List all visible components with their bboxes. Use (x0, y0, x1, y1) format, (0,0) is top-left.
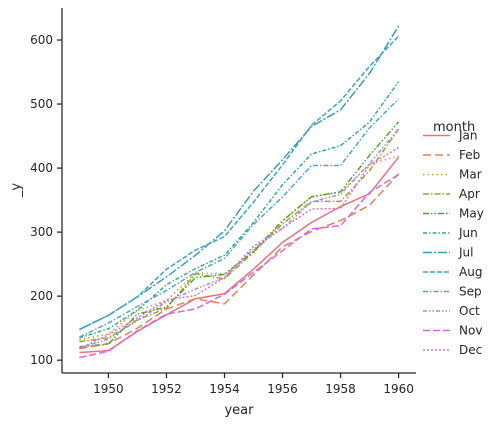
series-line-sep (79, 98, 400, 338)
legend-label: Oct (459, 304, 480, 318)
legend-label: Jan (458, 129, 478, 143)
y-ticks: 100 200 300 400 500 600 (30, 33, 62, 367)
legend-label: Feb (459, 148, 480, 162)
y-tick-label: 400 (30, 161, 53, 175)
legend-title: month (433, 120, 475, 135)
series-line-aug (79, 35, 400, 331)
series-line-dec (79, 146, 399, 350)
legend-label: Dec (459, 343, 482, 357)
legend-label: Sep (459, 285, 482, 299)
y-tick-label: 200 (30, 289, 53, 303)
series-line-jun (79, 81, 400, 339)
legend-label: May (459, 207, 484, 221)
legend-label: Nov (459, 324, 482, 338)
legend-label: Apr (459, 187, 480, 201)
y-tick-label: 300 (30, 225, 53, 239)
series-line-nov (79, 173, 399, 359)
y-tick-label: 600 (30, 33, 53, 47)
x-axis-label: year (224, 403, 254, 418)
series-line-apr (79, 128, 400, 343)
series-line-jan (79, 156, 400, 354)
legend-label: Mar (459, 168, 482, 182)
x-tick-label: 1958 (325, 382, 356, 396)
x-tick-label: 1954 (209, 382, 240, 396)
legend-items: Jan Feb Mar Apr May Jun Jul Aug Sep Oct Nov Dec (423, 129, 484, 357)
y-tick-label: 100 (30, 353, 53, 367)
x-tick-label: 1956 (267, 382, 298, 396)
y-axis-label: _y (9, 183, 24, 199)
series-line-jul (79, 25, 400, 331)
x-ticks: 1950 1952 1954 1956 1958 1960 (93, 373, 414, 396)
axes (61, 8, 416, 374)
series-line-feb (79, 173, 400, 350)
x-tick-label: 1950 (93, 382, 124, 396)
legend: month Jan Feb Mar Apr May Jun Jul Aug Sep Oct Nov D… (423, 120, 484, 357)
series-lines (79, 25, 400, 359)
legend-label: Jul (458, 246, 473, 260)
series-line-mar (79, 155, 399, 341)
x-tick-label: 1960 (383, 382, 414, 396)
x-tick-label: 1952 (151, 382, 182, 396)
series-line-oct (79, 128, 400, 349)
legend-label: Jun (458, 226, 478, 240)
y-tick-label: 500 (30, 97, 53, 111)
series-line-may (79, 121, 400, 348)
legend-label: Aug (459, 265, 482, 279)
